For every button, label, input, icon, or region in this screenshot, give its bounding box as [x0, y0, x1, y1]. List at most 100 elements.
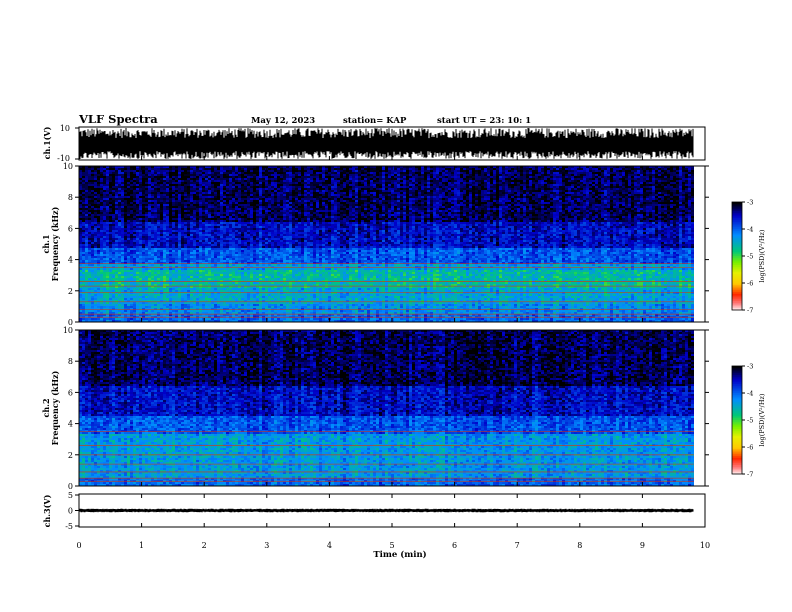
spectrogram-cell [88, 184, 91, 186]
spectrogram-cell [193, 174, 196, 176]
spectrogram-cell [196, 240, 199, 242]
spectrogram-cell [226, 194, 229, 196]
spectrogram-cell [94, 286, 97, 288]
spectrogram-cell [205, 174, 208, 176]
spectrogram-cell [202, 236, 205, 238]
spectrogram-cell [208, 190, 211, 192]
spectrogram-cell [163, 272, 166, 274]
spectrogram-cell [127, 196, 130, 198]
spectrogram-cell [109, 256, 112, 258]
spectrogram-cell [139, 182, 142, 184]
spectrogram-cell [208, 240, 211, 242]
spectrogram-cell [106, 288, 109, 290]
spectrogram-cell [232, 238, 235, 240]
spectrogram-cell [157, 190, 160, 192]
spectrogram-cell [127, 264, 130, 266]
spectrogram-cell [145, 184, 148, 186]
spectrogram-cell [97, 216, 100, 218]
spectrogram-cell [238, 250, 241, 252]
spectrogram-cell [193, 286, 196, 288]
spectrogram-cell [214, 292, 217, 294]
spectrogram-cell [238, 244, 241, 246]
spectrogram-cell [166, 296, 169, 298]
spectrogram-cell [229, 232, 232, 234]
spectrogram-cell [91, 260, 94, 262]
spectrogram-cell [214, 312, 217, 314]
spectrogram-cell [82, 182, 85, 184]
spectrogram-cell [241, 306, 244, 308]
spectrogram-cell [175, 254, 178, 256]
spectrogram-cell [100, 288, 103, 290]
spectrogram-cell [133, 246, 136, 248]
spectrogram-cell [238, 234, 241, 236]
spectrogram-cell [151, 248, 154, 250]
spectrogram-cell [196, 278, 199, 280]
spectrogram-cell [100, 206, 103, 208]
spectrogram-cell [127, 276, 130, 278]
spectrogram-cell [79, 278, 82, 280]
spectrogram-cell [103, 228, 106, 230]
spectrogram-cell [145, 172, 148, 174]
spectrogram-cell [256, 184, 259, 186]
spectrogram-cell [91, 192, 94, 194]
spectrogram-cell [178, 252, 181, 254]
spectrogram-cell [217, 194, 220, 196]
spectrogram-cell [160, 170, 163, 172]
spectrogram-cell [238, 214, 241, 216]
spectrogram-cell [235, 206, 238, 208]
spectrogram-cell [112, 198, 115, 200]
spectrogram-cell [220, 308, 223, 310]
spectrogram-cell [226, 272, 229, 274]
spectrogram-cell [145, 248, 148, 250]
spectrogram-cell [220, 194, 223, 196]
spectrogram-cell [142, 288, 145, 290]
spectrogram-cell [262, 302, 265, 304]
spectrogram-cell [124, 204, 127, 206]
spectrogram-cell [208, 246, 211, 248]
spectrogram-cell [130, 270, 133, 272]
spectrogram-cell [133, 306, 136, 308]
spectrogram-cell [193, 188, 196, 190]
spectrogram-cell [241, 256, 244, 258]
spectrogram-cell [121, 260, 124, 262]
spectrogram-cell [202, 318, 205, 320]
spectrogram-cell [250, 282, 253, 284]
spectrogram-cell [82, 178, 85, 180]
spectrogram-cell [205, 296, 208, 298]
spectrogram-cell [112, 210, 115, 212]
spectrogram-cell [205, 300, 208, 302]
spectrogram-cell [160, 178, 163, 180]
spectrogram-cell [94, 272, 97, 274]
spectrogram-cell [88, 208, 91, 210]
spectrogram-cell [124, 264, 127, 266]
spectrogram-cell [106, 270, 109, 272]
spectrogram-cell [97, 284, 100, 286]
spectrogram-cell [265, 222, 268, 224]
spectrogram-cell [94, 204, 97, 206]
spectrogram-cell [115, 248, 118, 250]
spectrogram-cell [91, 268, 94, 270]
spectrogram-cell [238, 222, 241, 224]
spectrogram-cell [193, 290, 196, 292]
spectrogram-cell [178, 178, 181, 180]
spectrogram-cell [238, 200, 241, 202]
spectrogram-cell [259, 248, 262, 250]
spectrogram-cell [103, 260, 106, 262]
spectrogram-cell [160, 284, 163, 286]
spectrogram-cell [160, 194, 163, 196]
spectrogram-cell [187, 240, 190, 242]
spectrogram-cell [142, 312, 145, 314]
spectrogram-cell [229, 320, 232, 322]
spectrogram-cell [241, 206, 244, 208]
spectrogram-cell [79, 172, 82, 174]
spectrogram-cell [136, 226, 139, 228]
spectrogram-cell [91, 312, 94, 314]
spectrogram-cell [172, 204, 175, 206]
spectrogram-cell [178, 306, 181, 308]
spectrogram-cell [115, 198, 118, 200]
spectrogram-cell [265, 200, 268, 202]
spectrogram-cell [250, 268, 253, 270]
spectrogram-cell [196, 246, 199, 248]
spectrogram-cell [217, 258, 220, 260]
spectrogram-cell [172, 282, 175, 284]
